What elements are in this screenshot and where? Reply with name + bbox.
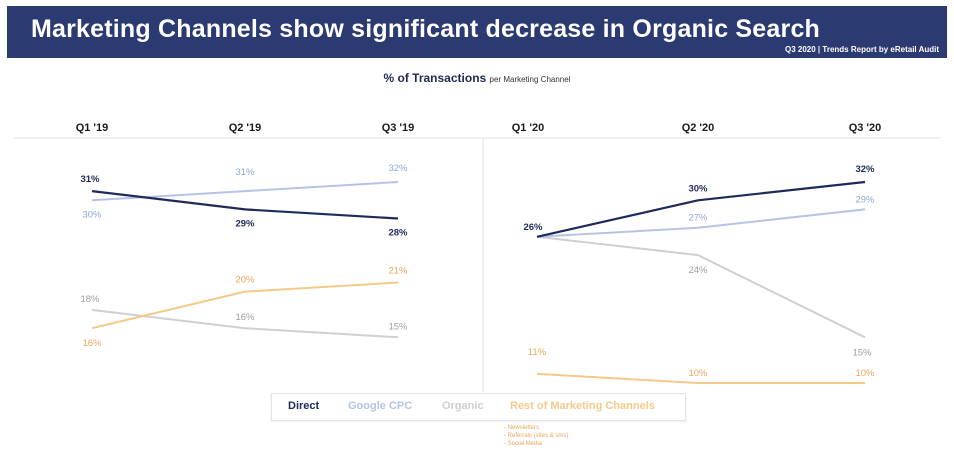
legend-organic: Organic xyxy=(442,400,484,412)
x-tick-label: Q3 '20 xyxy=(849,122,882,134)
data-label-direct: 28% xyxy=(388,228,408,239)
data-label-rest-of-marketing-channels: 20% xyxy=(235,275,255,286)
rest-channels-notes: - Newsletters - Referrals (sites & sms) … xyxy=(504,424,568,448)
x-tick-label: Q2 '20 xyxy=(682,122,715,134)
data-label-google-cpc: 31% xyxy=(235,167,255,178)
x-tick-label: Q1 '19 xyxy=(76,122,109,134)
data-label-rest-of-marketing-channels: 16% xyxy=(82,338,102,349)
report-subtitle: Q3 2020 | Trends Report by eRetail Audit xyxy=(785,45,939,54)
data-label-organic: 24% xyxy=(688,265,708,276)
chart-title-suffix: per Marketing Channel xyxy=(489,75,571,84)
legend-direct: Direct xyxy=(288,400,320,412)
x-tick-label: Q3 '19 xyxy=(382,122,415,134)
data-label-google-cpc: 32% xyxy=(388,163,408,174)
note-item: - Referrals (sites & sms) xyxy=(504,433,569,439)
series-line-rest-of-marketing-channels xyxy=(536,372,865,384)
x-tick-label: Q2 '19 xyxy=(229,122,262,134)
data-label-direct: 31% xyxy=(80,174,100,185)
data-label-organic: 18% xyxy=(80,294,100,305)
legend-rest: Rest of Marketing Channels xyxy=(510,400,655,412)
note-item: - Newsletters xyxy=(504,425,540,431)
series-line-direct xyxy=(536,180,866,238)
series-line-rest-of-marketing-channels xyxy=(91,281,399,330)
data-label-rest-of-marketing-channels: 10% xyxy=(688,368,708,379)
page-title: Marketing Channels show significant decr… xyxy=(31,15,821,43)
data-label-direct: 32% xyxy=(855,164,875,175)
series-line-organic xyxy=(536,235,866,339)
data-label-google-cpc: 30% xyxy=(82,209,102,220)
chart-title: % of Transactions per Marketing Channel xyxy=(0,71,954,85)
data-label-google-cpc: 27% xyxy=(688,213,708,224)
x-tick-label: Q1 '20 xyxy=(512,122,545,134)
data-label-organic: 16% xyxy=(235,312,255,323)
data-label-organic: 15% xyxy=(852,347,872,358)
chart-legend: Direct Google CPC Organic Rest of Market… xyxy=(271,393,686,421)
chart-title-main: % of Transactions xyxy=(383,71,487,85)
data-label-organic: 15% xyxy=(388,321,408,332)
data-label-google-cpc: 29% xyxy=(855,194,875,205)
data-label-direct: 29% xyxy=(235,218,255,229)
data-label-direct: 26% xyxy=(523,222,543,233)
series-line-google-cpc xyxy=(536,208,866,238)
title-banner: Marketing Channels show significant decr… xyxy=(7,6,947,58)
note-item: - Social Media xyxy=(504,441,543,447)
series-line-direct xyxy=(91,190,399,220)
data-label-rest-of-marketing-channels: 11% xyxy=(528,347,547,358)
data-label-direct: 30% xyxy=(688,183,708,194)
legend-google-cpc: Google CPC xyxy=(348,400,413,412)
data-label-rest-of-marketing-channels: 10% xyxy=(855,368,875,379)
data-label-rest-of-marketing-channels: 21% xyxy=(388,266,408,277)
